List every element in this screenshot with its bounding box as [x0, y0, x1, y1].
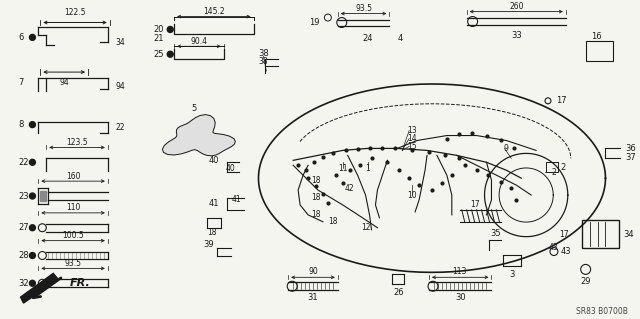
- Text: 20: 20: [154, 25, 164, 34]
- Text: 36: 36: [625, 144, 636, 153]
- Text: 25: 25: [154, 50, 164, 59]
- Text: 14: 14: [407, 134, 417, 143]
- Text: 5: 5: [191, 104, 196, 113]
- Text: 3: 3: [509, 270, 515, 279]
- Text: 160: 160: [66, 172, 81, 181]
- Circle shape: [29, 280, 35, 286]
- Text: 38: 38: [259, 57, 268, 66]
- Text: 17: 17: [470, 200, 479, 210]
- Text: 11: 11: [338, 164, 348, 173]
- Text: 18: 18: [207, 228, 216, 237]
- Text: 9: 9: [504, 144, 509, 153]
- Polygon shape: [20, 273, 58, 303]
- Text: 16: 16: [591, 32, 601, 41]
- Circle shape: [29, 159, 35, 165]
- Text: 39: 39: [204, 240, 214, 249]
- Text: 26: 26: [393, 288, 404, 297]
- Text: 22: 22: [19, 158, 29, 167]
- Text: 90.4: 90.4: [191, 37, 207, 46]
- Bar: [546, 162, 558, 172]
- Text: 38: 38: [258, 49, 269, 58]
- Text: 28: 28: [19, 251, 29, 260]
- Text: 4: 4: [397, 34, 403, 43]
- Text: 21: 21: [154, 34, 164, 43]
- Bar: [586, 41, 613, 61]
- Text: 19: 19: [310, 18, 320, 27]
- Text: 145.2: 145.2: [203, 7, 225, 16]
- Bar: [582, 220, 620, 248]
- Text: 15: 15: [407, 142, 417, 151]
- Circle shape: [29, 225, 35, 231]
- Text: 113: 113: [452, 267, 467, 276]
- Text: 2: 2: [561, 163, 566, 172]
- Text: 40: 40: [226, 164, 236, 173]
- Text: 17: 17: [556, 96, 566, 105]
- Text: 23: 23: [19, 191, 29, 201]
- Text: 17: 17: [559, 230, 569, 239]
- Text: 90: 90: [308, 267, 318, 276]
- Text: 10: 10: [407, 190, 417, 199]
- Text: 41: 41: [208, 199, 219, 208]
- Text: 8: 8: [19, 120, 24, 129]
- Circle shape: [29, 193, 35, 199]
- Circle shape: [167, 51, 173, 57]
- Text: 2: 2: [552, 168, 556, 177]
- Text: 93.5: 93.5: [65, 259, 81, 268]
- Circle shape: [167, 26, 173, 33]
- Text: 123.5: 123.5: [66, 138, 88, 147]
- Circle shape: [29, 253, 35, 258]
- Text: 24: 24: [362, 34, 372, 43]
- Circle shape: [29, 122, 35, 128]
- Text: 18: 18: [328, 217, 337, 226]
- Text: 30: 30: [456, 293, 466, 302]
- Text: 1: 1: [365, 164, 370, 173]
- Text: 7: 7: [19, 78, 24, 87]
- Text: 260: 260: [509, 2, 524, 11]
- Text: 27: 27: [19, 223, 29, 232]
- Circle shape: [29, 34, 35, 41]
- Text: 35: 35: [490, 229, 500, 238]
- Text: 93.5: 93.5: [355, 4, 372, 13]
- Text: 32: 32: [19, 279, 29, 288]
- Text: 33: 33: [511, 31, 522, 40]
- Text: 29: 29: [580, 277, 591, 286]
- Text: 34: 34: [623, 230, 634, 239]
- Text: 22: 22: [116, 123, 125, 132]
- Polygon shape: [163, 115, 236, 156]
- Text: 110: 110: [66, 204, 80, 212]
- Text: 43: 43: [561, 247, 572, 256]
- Text: 34: 34: [116, 38, 125, 47]
- Text: 122.5: 122.5: [64, 8, 86, 17]
- Text: 94: 94: [116, 82, 125, 92]
- Text: 94: 94: [60, 78, 69, 87]
- Text: 13: 13: [407, 126, 417, 135]
- Polygon shape: [40, 191, 46, 201]
- Text: 18: 18: [311, 210, 321, 219]
- Text: 40: 40: [208, 156, 219, 165]
- Text: 41: 41: [232, 196, 241, 204]
- Text: 18: 18: [311, 176, 321, 185]
- Text: 100.5: 100.5: [62, 231, 84, 240]
- Text: 31: 31: [308, 293, 318, 302]
- Text: SR83 B0700B: SR83 B0700B: [576, 307, 628, 315]
- Text: 42: 42: [345, 183, 355, 193]
- Text: 18: 18: [311, 194, 321, 203]
- Text: 6: 6: [19, 33, 24, 42]
- Text: 43: 43: [549, 243, 559, 252]
- Text: 37: 37: [625, 153, 636, 162]
- Text: 12: 12: [361, 223, 371, 232]
- Text: FR.: FR.: [70, 278, 91, 288]
